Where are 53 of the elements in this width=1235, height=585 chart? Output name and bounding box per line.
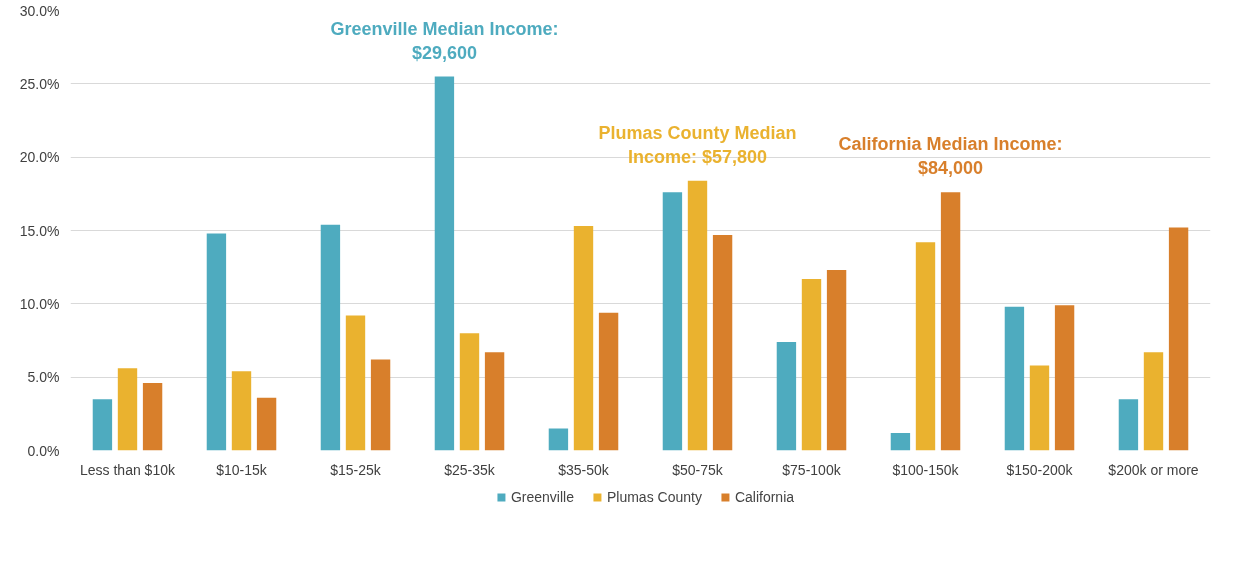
x-tick-label: $15-25k bbox=[330, 461, 382, 478]
bar bbox=[915, 242, 936, 451]
bar bbox=[1054, 305, 1075, 451]
bar bbox=[776, 341, 797, 451]
x-tick-label: $35-50k bbox=[558, 461, 610, 478]
x-tick-label: $100-150k bbox=[892, 461, 960, 478]
x-tick-label: $50-75k bbox=[672, 461, 724, 478]
bar bbox=[1029, 365, 1050, 451]
bar bbox=[1168, 227, 1189, 451]
bar bbox=[801, 278, 822, 451]
x-tick-label: $150-200k bbox=[1006, 461, 1074, 478]
bar bbox=[662, 192, 683, 451]
annotation: Greenville Median Income: $29,600 bbox=[330, 18, 559, 63]
bar bbox=[826, 270, 847, 451]
annotation: Plumas County Median Income: $57,800 bbox=[598, 122, 797, 167]
bar bbox=[256, 397, 277, 451]
bar bbox=[459, 333, 480, 451]
bar bbox=[573, 226, 594, 451]
x-tick-label: Less than $10k bbox=[80, 461, 176, 478]
bar bbox=[92, 399, 113, 451]
bar bbox=[484, 352, 505, 451]
bar bbox=[940, 192, 961, 451]
bar bbox=[1004, 306, 1025, 451]
bar bbox=[598, 312, 619, 451]
bar bbox=[434, 76, 455, 451]
y-tick-label: 30.0% bbox=[19, 2, 60, 19]
bar bbox=[1143, 352, 1164, 451]
bar bbox=[712, 234, 733, 451]
x-tick-label: $10-15k bbox=[216, 461, 268, 478]
annotation: California Median Income: $84,000 bbox=[838, 134, 1063, 179]
bar bbox=[142, 383, 163, 451]
bar bbox=[117, 368, 138, 451]
y-tick-label: 25.0% bbox=[19, 75, 60, 92]
x-tick-label: $25-35k bbox=[444, 461, 496, 478]
bar bbox=[231, 371, 252, 451]
x-tick-label: $200k or more bbox=[1108, 461, 1199, 478]
bar bbox=[687, 180, 708, 451]
legend-label: Greenville bbox=[510, 489, 574, 505]
bar bbox=[1118, 399, 1139, 451]
legend-label: Plumas County bbox=[606, 489, 702, 505]
y-tick-label: 15.0% bbox=[19, 222, 60, 239]
x-tick-label: $75-100k bbox=[782, 461, 842, 478]
legend-label: California bbox=[734, 489, 795, 505]
y-tick-label: 10.0% bbox=[19, 295, 60, 312]
y-tick-label: 5.0% bbox=[27, 369, 60, 386]
bar bbox=[548, 428, 569, 451]
y-tick-label: 20.0% bbox=[19, 149, 60, 166]
bar bbox=[890, 432, 911, 451]
bar bbox=[206, 233, 227, 451]
bar bbox=[345, 315, 366, 451]
bar bbox=[370, 359, 391, 451]
y-tick-label: 0.0% bbox=[27, 442, 60, 459]
bar bbox=[320, 224, 341, 451]
